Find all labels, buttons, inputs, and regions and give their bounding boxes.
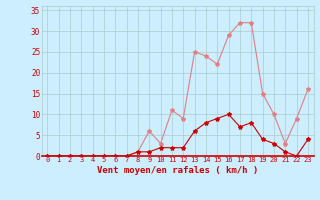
X-axis label: Vent moyen/en rafales ( km/h ): Vent moyen/en rafales ( km/h ): [97, 166, 258, 175]
